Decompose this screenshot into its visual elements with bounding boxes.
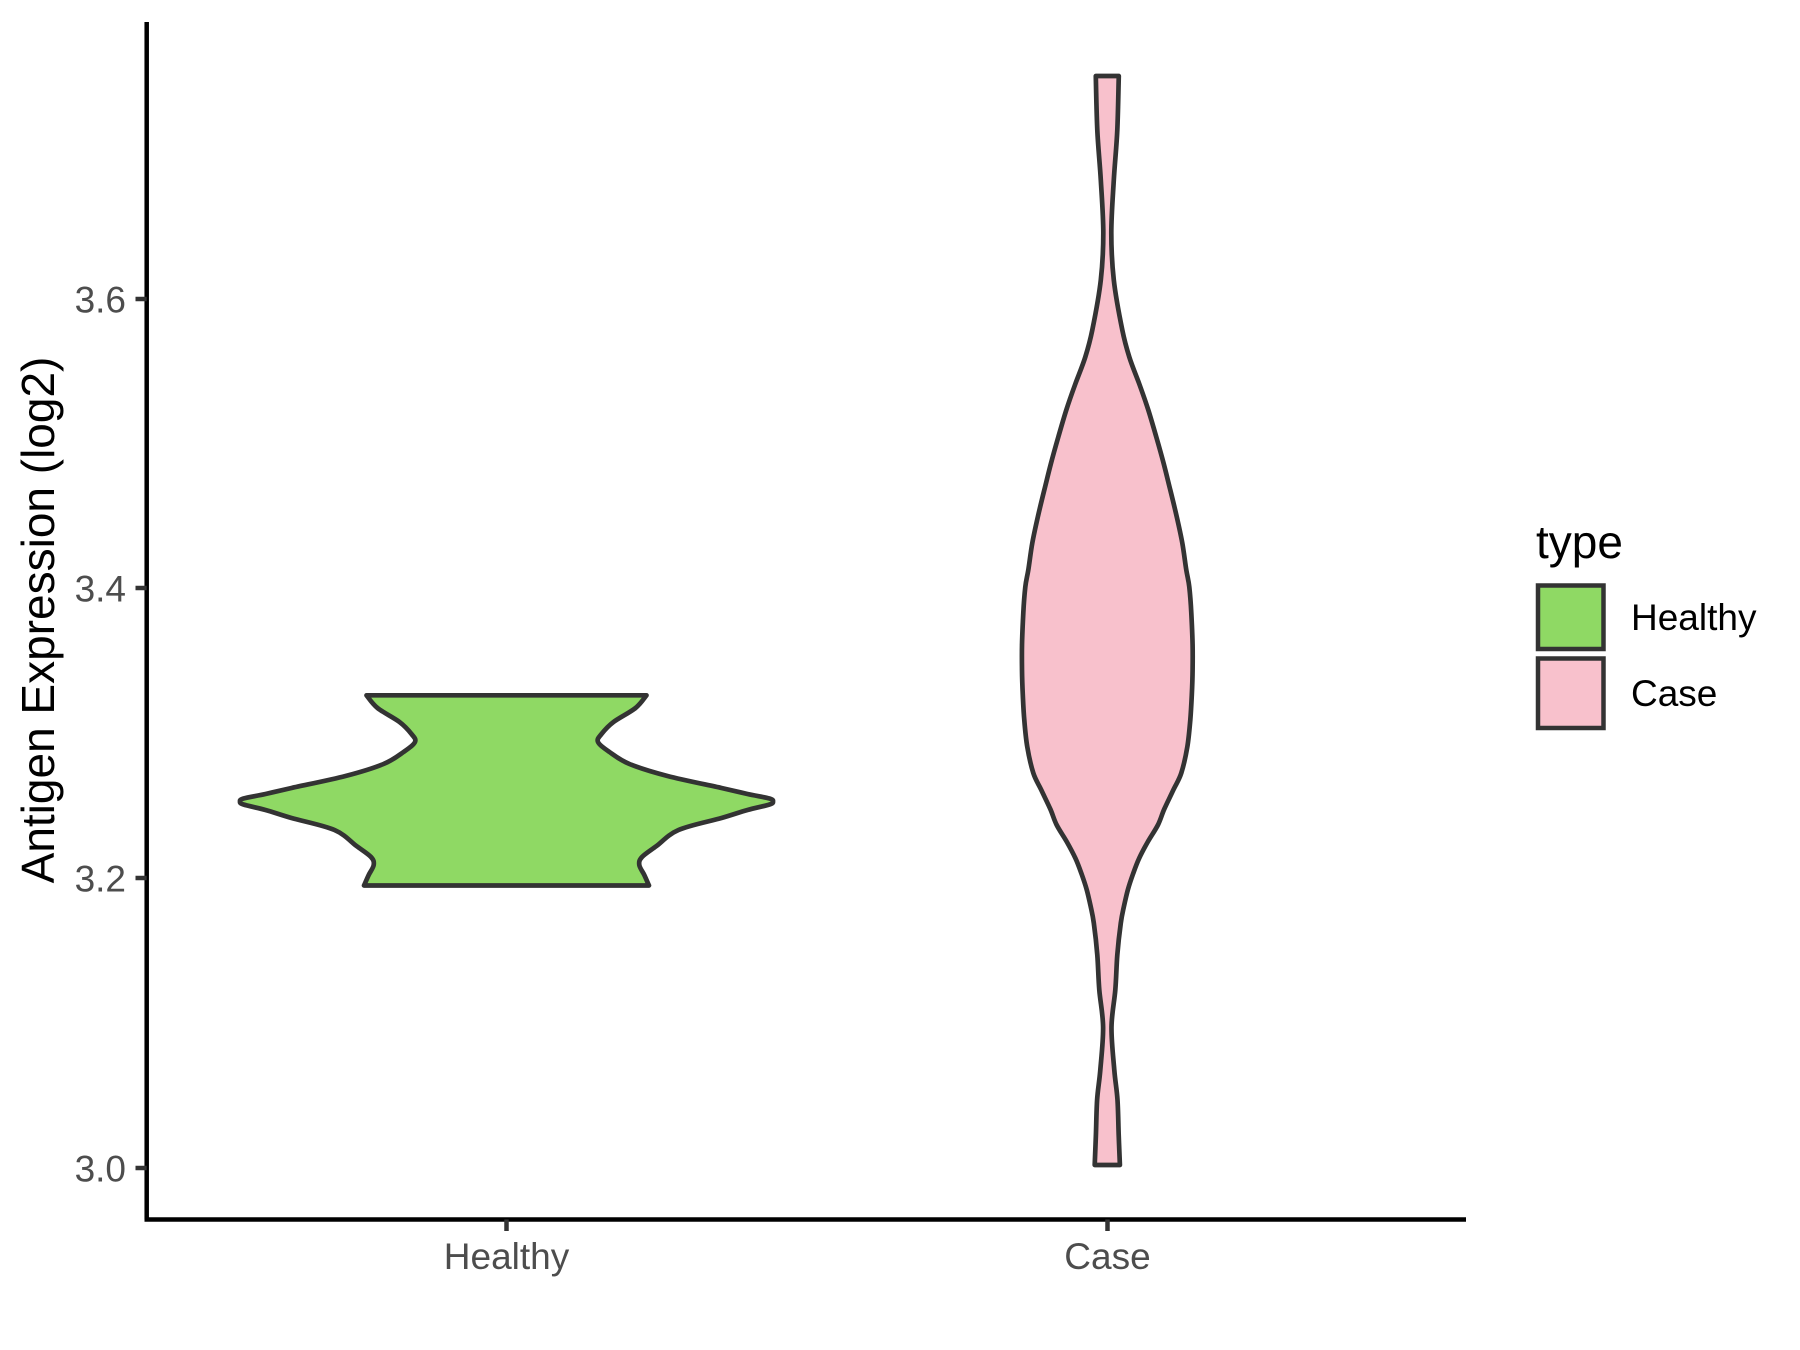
svg-text:Case: Case xyxy=(1064,1236,1150,1277)
svg-text:Healthy: Healthy xyxy=(444,1236,570,1277)
svg-text:3.6: 3.6 xyxy=(75,280,126,321)
svg-text:type: type xyxy=(1536,516,1623,568)
svg-text:3.2: 3.2 xyxy=(75,859,126,900)
svg-text:3.0: 3.0 xyxy=(75,1149,126,1190)
svg-text:3.4: 3.4 xyxy=(75,569,126,610)
svg-text:Healthy: Healthy xyxy=(1631,597,1757,638)
svg-text:Case: Case xyxy=(1631,673,1717,714)
svg-text:Antigen Expression (log2): Antigen Expression (log2) xyxy=(12,357,64,884)
